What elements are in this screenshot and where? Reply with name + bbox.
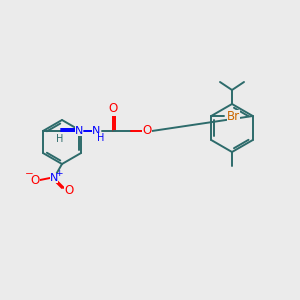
- Text: N: N: [75, 126, 83, 136]
- Text: −: −: [25, 169, 33, 179]
- Text: N: N: [50, 173, 58, 183]
- Text: N: N: [92, 126, 100, 136]
- Text: +: +: [55, 169, 63, 178]
- Text: Br: Br: [227, 110, 240, 122]
- Text: H: H: [97, 133, 105, 143]
- Text: O: O: [142, 124, 152, 137]
- Text: O: O: [30, 173, 40, 187]
- Text: H: H: [56, 134, 64, 144]
- Text: O: O: [108, 103, 118, 116]
- Text: O: O: [64, 184, 74, 197]
